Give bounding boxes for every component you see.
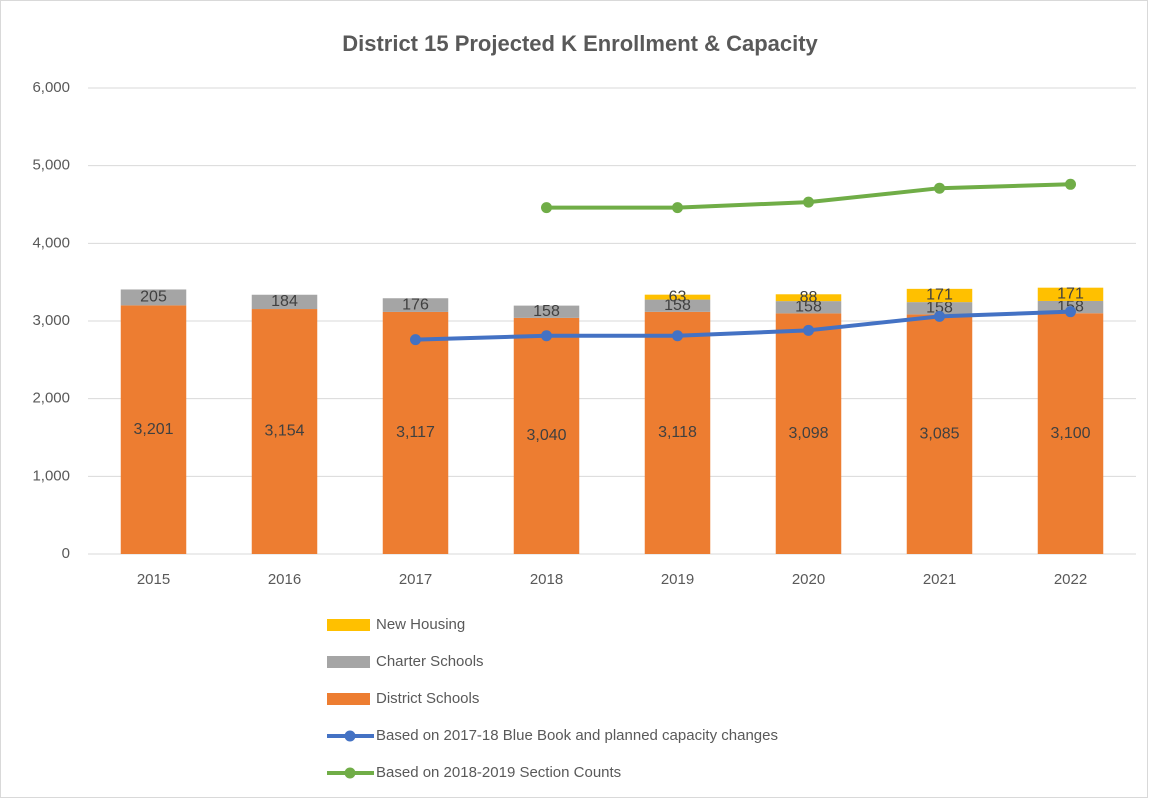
line-marker bbox=[541, 330, 552, 342]
bar-segment bbox=[775, 294, 842, 302]
data-label: 171 bbox=[1057, 286, 1084, 303]
line-marker bbox=[934, 182, 945, 194]
line-marker bbox=[1065, 178, 1076, 190]
legend-swatch bbox=[327, 693, 370, 705]
bar-segment bbox=[775, 301, 842, 314]
legend-label: New Housing bbox=[376, 616, 465, 633]
line-marker bbox=[803, 324, 814, 336]
line-marker bbox=[1065, 306, 1076, 318]
x-tick-label: 2017 bbox=[399, 571, 432, 588]
bar-segment bbox=[120, 289, 187, 306]
data-label: 3,040 bbox=[526, 427, 566, 444]
bar-segment bbox=[644, 311, 711, 554]
bar-segment bbox=[906, 288, 973, 303]
chart-title: District 15 Projected K Enrollment & Cap… bbox=[342, 31, 818, 56]
legend-label: Based on 2018-2019 Section Counts bbox=[376, 764, 621, 781]
data-label: 3,098 bbox=[788, 425, 828, 442]
data-label: 184 bbox=[271, 293, 298, 310]
line-marker bbox=[672, 202, 683, 214]
y-tick-label: 5,000 bbox=[32, 157, 70, 174]
data-label: 176 bbox=[402, 296, 429, 313]
line-marker bbox=[934, 310, 945, 322]
x-tick-label: 2022 bbox=[1054, 571, 1087, 588]
bar-segment bbox=[251, 309, 318, 554]
data-label: 3,118 bbox=[658, 424, 697, 441]
legend-label: District Schools bbox=[376, 690, 479, 707]
x-tick-label: 2015 bbox=[137, 571, 170, 588]
legend-swatch bbox=[327, 619, 370, 631]
line-marker bbox=[410, 334, 421, 346]
bar-segment bbox=[513, 317, 580, 554]
data-label: 171 bbox=[926, 287, 953, 304]
bar-segment bbox=[644, 299, 711, 312]
bar-segment bbox=[382, 311, 449, 554]
legend-swatch bbox=[344, 730, 356, 742]
y-tick-label: 6,000 bbox=[32, 79, 70, 96]
data-label: 88 bbox=[800, 289, 818, 306]
bar-segment bbox=[513, 305, 580, 318]
legend-swatch bbox=[344, 767, 356, 779]
y-tick-label: 0 bbox=[62, 545, 70, 562]
bar-segment bbox=[775, 313, 842, 554]
data-label: 3,201 bbox=[133, 421, 173, 438]
y-tick-label: 4,000 bbox=[32, 234, 70, 251]
line-series bbox=[415, 309, 1071, 342]
data-label: 158 bbox=[533, 303, 560, 320]
data-label: 63 bbox=[669, 288, 687, 305]
line-marker bbox=[672, 330, 683, 342]
x-tick-label: 2021 bbox=[923, 571, 956, 588]
bar-segment bbox=[906, 314, 973, 554]
x-tick-label: 2020 bbox=[792, 571, 825, 588]
y-tick-label: 3,000 bbox=[32, 312, 70, 329]
data-label: 158 bbox=[664, 297, 691, 314]
bar-segment bbox=[1037, 287, 1104, 301]
data-label: 158 bbox=[795, 298, 822, 315]
legend-swatch bbox=[327, 656, 370, 668]
legend-label: Charter Schools bbox=[376, 653, 484, 670]
y-tick-label: 2,000 bbox=[32, 390, 70, 407]
x-tick-label: 2016 bbox=[268, 571, 301, 588]
data-label: 3,117 bbox=[396, 424, 435, 441]
y-tick-label: 1,000 bbox=[32, 467, 70, 484]
data-label: 205 bbox=[140, 289, 167, 306]
legend-label: Based on 2017-18 Blue Book and planned c… bbox=[376, 727, 778, 744]
bar-segment bbox=[1037, 313, 1104, 554]
x-tick-label: 2019 bbox=[661, 571, 694, 588]
data-label: 158 bbox=[926, 299, 953, 316]
data-label: 3,085 bbox=[919, 425, 959, 442]
line-marker bbox=[541, 202, 552, 214]
bar-segment bbox=[644, 294, 711, 300]
data-label: 3,154 bbox=[264, 423, 304, 440]
bar-segment bbox=[906, 302, 973, 315]
bar-segment bbox=[382, 298, 449, 312]
bar-segment bbox=[251, 294, 318, 310]
line-marker bbox=[803, 196, 814, 208]
x-tick-label: 2018 bbox=[530, 571, 563, 588]
data-label: 3,100 bbox=[1050, 425, 1090, 442]
bar-segment bbox=[120, 305, 187, 554]
